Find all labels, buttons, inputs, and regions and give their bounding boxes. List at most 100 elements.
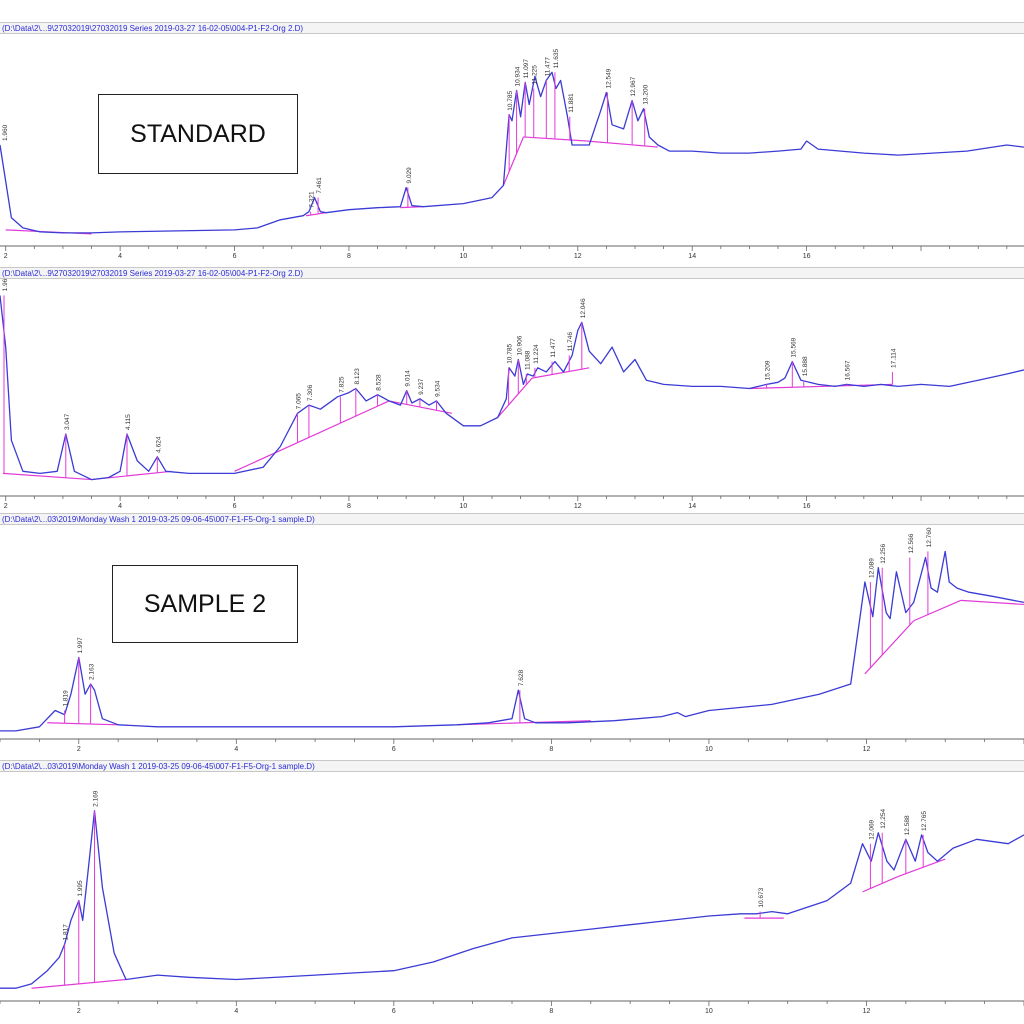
panel-1-title: (D:\Data\2\...9\27032019\27032019 Series… xyxy=(2,24,304,33)
x-tick-label: 14 xyxy=(688,503,696,510)
peak-label: 9.029 xyxy=(406,167,413,184)
chromatogram-trace xyxy=(0,810,1024,989)
panel-1-header: (D:\Data\2\...9\27032019\27032019 Series… xyxy=(0,22,1024,34)
peak-label: 2.169 xyxy=(93,790,100,807)
chromatogram-panel-1: (D:\Data\2\...9\27032019\27032019 Series… xyxy=(0,22,1024,260)
integration-baseline xyxy=(2,472,92,481)
peak-label: 7.306 xyxy=(307,384,314,401)
peak-label: 7.628 xyxy=(518,669,525,686)
panel-2-title: (D:\Data\2\...9\27032019\27032019 Series… xyxy=(2,269,304,278)
peak-label: 8.123 xyxy=(354,368,361,385)
peak-label: 12.069 xyxy=(868,819,875,839)
chromatogram-panel-2: (D:\Data\2\...9\27032019\27032019 Series… xyxy=(0,267,1024,510)
x-tick-label: 6 xyxy=(233,503,237,510)
integration-baseline xyxy=(897,858,946,878)
peak-label: 11.097 xyxy=(523,59,530,79)
peak-label: 15.569 xyxy=(790,337,797,357)
x-tick-label: 16 xyxy=(803,503,811,510)
peak-label: 7.825 xyxy=(338,376,345,393)
integration-baseline xyxy=(47,722,119,726)
peak-label: 1.960 xyxy=(2,124,9,141)
peak-label: 1.817 xyxy=(63,924,70,941)
x-tick-label: 6 xyxy=(392,746,396,753)
peak-label: 11.477 xyxy=(550,338,557,358)
peak-label: 12.760 xyxy=(926,527,933,547)
x-tick-label: 16 xyxy=(803,253,811,260)
x-tick-label: 12 xyxy=(574,503,582,510)
chromatogram-chart-2: 2 4 6 8 10 12 14 16 1.960 3.047 4.115 4.624 7.065 7.3… xyxy=(0,279,1024,510)
peak-label: 12.256 xyxy=(880,543,887,563)
x-tick-label: 8 xyxy=(549,746,553,753)
peak-label: 11.746 xyxy=(567,332,574,352)
sample-2-label-box: SAMPLE 2 xyxy=(112,565,298,643)
peak-label: 10.673 xyxy=(758,887,765,907)
peak-label: 11.881 xyxy=(568,93,575,113)
peak-label: 11.225 xyxy=(532,65,539,85)
x-tick-label: 4 xyxy=(118,503,122,510)
x-tick-label: 4 xyxy=(234,1008,238,1015)
peak-label: 3.047 xyxy=(64,413,71,430)
x-tick-label: 2 xyxy=(4,253,8,260)
peak-label: 12.254 xyxy=(880,808,887,828)
integration-baseline xyxy=(531,367,590,379)
peak-label: 12.566 xyxy=(908,533,915,553)
peak-label: 11.635 xyxy=(553,49,560,69)
peak-label: 1.960 xyxy=(2,279,9,291)
chromatogram-trace xyxy=(0,295,1024,481)
x-tick-label: 6 xyxy=(392,1008,396,1015)
x-tick-label: 2 xyxy=(77,746,81,753)
peak-label: 10.785 xyxy=(507,344,514,364)
x-tick-label: 8 xyxy=(347,503,351,510)
peak-label: 9.014 xyxy=(405,370,412,387)
peak-label: 12.549 xyxy=(606,68,613,88)
chromatogram-panel-3: (D:\Data\2\...03\2019\Monday Wash 1 2019… xyxy=(0,513,1024,753)
chromatogram-trace xyxy=(0,71,1024,234)
peak-label: 17.114 xyxy=(890,348,897,368)
peak-label: 7.065 xyxy=(295,393,302,410)
standard-label-box: STANDARD xyxy=(98,94,298,174)
peak-label: 15.209 xyxy=(765,360,772,380)
integration-baseline xyxy=(388,400,453,414)
chromatogram-chart-4: 2 4 6 8 10 12 1.817 1.995 2.169 10.673 12.069 12.25… xyxy=(0,790,1024,1015)
x-tick-label: 14 xyxy=(688,253,696,260)
peak-label: 10.906 xyxy=(516,335,523,355)
peak-label: 4.624 xyxy=(155,436,162,453)
chromatogram-trace xyxy=(0,550,1024,732)
integration-baseline xyxy=(305,212,327,217)
integration-baseline xyxy=(497,377,533,418)
panel-3-header: (D:\Data\2\...03\2019\Monday Wash 1 2019… xyxy=(0,513,1024,525)
peak-label: 7.461 xyxy=(316,177,323,194)
peak-label: 12.967 xyxy=(630,76,637,96)
x-tick-label: 12 xyxy=(574,253,582,260)
integration-baseline xyxy=(456,720,591,726)
peak-label: 12.089 xyxy=(868,558,875,578)
chromatogram-chart-3: 2 4 6 8 10 12 1.819 1.997 2.163 7.628 12.089 12.256… xyxy=(0,527,1024,753)
integration-baseline xyxy=(862,875,899,893)
peak-label: 1.819 xyxy=(63,690,70,707)
x-tick-label: 8 xyxy=(347,253,351,260)
peak-label: 11.088 xyxy=(524,350,531,370)
peak-label: 12.046 xyxy=(580,298,587,318)
peak-label: 9.534 xyxy=(434,380,441,397)
chromatogram-panel-4: (D:\Data\2\...03\2019\Monday Wash 1 2019… xyxy=(0,760,1024,1015)
peak-label: 16.567 xyxy=(845,360,852,380)
panel-2-header: (D:\Data\2\...9\27032019\27032019 Series… xyxy=(0,267,1024,279)
x-tick-label: 10 xyxy=(705,1008,713,1015)
panel-4-header: (D:\Data\2\...03\2019\Monday Wash 1 2019… xyxy=(0,760,1024,772)
integration-baseline xyxy=(960,599,1024,606)
peak-label: 4.115 xyxy=(125,414,132,430)
x-tick-label: 12 xyxy=(863,1008,871,1015)
peak-label: 11.224 xyxy=(533,344,540,364)
peak-label: 7.321 xyxy=(309,191,316,208)
integration-baseline xyxy=(586,140,658,148)
integration-baseline xyxy=(502,136,524,186)
panel-3-title: (D:\Data\2\...03\2019\Monday Wash 1 2019… xyxy=(2,515,315,524)
integration-baseline xyxy=(749,383,893,390)
x-tick-label: 6 xyxy=(233,253,237,260)
x-tick-label: 12 xyxy=(863,746,871,753)
panel-4-title: (D:\Data\2\...03\2019\Monday Wash 1 2019… xyxy=(2,762,315,771)
x-tick-label: 4 xyxy=(234,746,238,753)
x-tick-label: 4 xyxy=(118,253,122,260)
integration-baseline xyxy=(864,620,915,675)
